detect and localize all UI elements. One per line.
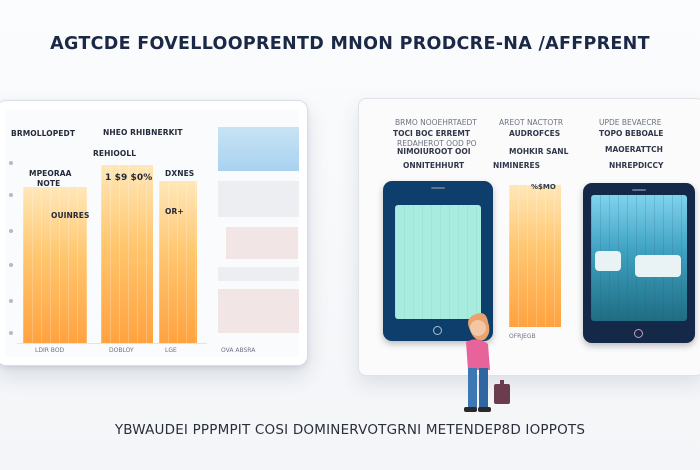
center-bar-value: %$MO bbox=[531, 183, 556, 191]
bottom-cap-3: LGE bbox=[165, 347, 177, 354]
bar1-label-b: NOTE bbox=[37, 179, 61, 188]
bar3-label: DXNES bbox=[165, 169, 195, 178]
content-block bbox=[226, 227, 298, 259]
content-block bbox=[218, 181, 299, 217]
phone-speaker bbox=[431, 187, 445, 189]
left-heading: BRMOLLOPEDT bbox=[11, 129, 76, 138]
right-line: MAOERATTCH bbox=[605, 145, 663, 154]
person-illustration bbox=[464, 313, 510, 412]
chat-bubble bbox=[635, 255, 681, 277]
right-line: BRMO NOOEHRTAEDT bbox=[395, 118, 477, 127]
bar-2 bbox=[101, 165, 153, 343]
bar2-value: 1 $9 $0% bbox=[105, 173, 153, 183]
left-tablet-screen: BRMOLLOPEDT NHEO RHIBNERKIT REHIOOLL MPE… bbox=[5, 109, 299, 357]
bar-3 bbox=[159, 181, 197, 343]
right-line: NIMOIUROOT OOI bbox=[397, 147, 471, 156]
axis-tick bbox=[9, 229, 13, 233]
page-title: AGTCDE FOVELLOOPRENTD MNON PRODCRE-NA /A… bbox=[50, 34, 650, 54]
right-line: MOHKIR SANL bbox=[509, 147, 569, 156]
bottom-cap-1: LDIR BOD bbox=[35, 347, 65, 354]
axis-tick bbox=[9, 161, 13, 165]
right-line: AUDROFCES bbox=[509, 129, 561, 138]
chat-bubble bbox=[595, 251, 621, 271]
content-block bbox=[218, 289, 299, 333]
center-subheading: REHIOOLL bbox=[93, 149, 137, 158]
bar3-sub: OR+ bbox=[165, 207, 184, 216]
center-bar bbox=[509, 185, 561, 327]
bar1-label-c: OUINRES bbox=[51, 211, 90, 220]
bar-1 bbox=[23, 187, 87, 343]
phone-speaker bbox=[632, 189, 646, 191]
axis-tick bbox=[9, 193, 13, 197]
right-line: REDAHEROT OOD PO bbox=[397, 139, 477, 148]
phone-left-screen bbox=[395, 205, 481, 319]
left-tablet: BRMOLLOPEDT NHEO RHIBNERKIT REHIOOLL MPE… bbox=[0, 100, 308, 366]
bar1-label-a: MPEORAA bbox=[29, 169, 72, 178]
content-block bbox=[218, 267, 299, 281]
right-panel: BRMO NOOEHRTAEDT TOCI BOC ERREMT REDAHER… bbox=[358, 98, 700, 376]
phone-right bbox=[583, 183, 695, 343]
side-panel bbox=[218, 127, 299, 353]
bottom-cap-4: OVA ABSRA bbox=[221, 347, 256, 354]
axis-tick bbox=[9, 299, 13, 303]
right-line: NHREPDICCY bbox=[609, 161, 664, 170]
right-line: TOCI BOC ERREMT bbox=[393, 129, 470, 138]
baseline bbox=[17, 343, 207, 344]
side-panel-header bbox=[218, 127, 299, 171]
right-line: ONNITEHHURT bbox=[403, 161, 465, 170]
bottom-cap-2: DOBLOY bbox=[109, 347, 134, 354]
center-heading: NHEO RHIBNERKIT bbox=[103, 128, 183, 137]
axis-tick bbox=[9, 263, 13, 267]
phone-left bbox=[383, 181, 493, 341]
right-line: UPDE BEVAECRE bbox=[599, 118, 662, 127]
right-line: TOPO BEBOALE bbox=[599, 129, 664, 138]
axis-tick bbox=[9, 331, 13, 335]
home-button[interactable] bbox=[433, 326, 442, 335]
home-button[interactable] bbox=[634, 329, 643, 338]
center-bar-caption: OFRJEGB bbox=[509, 333, 536, 340]
right-line: NIMINERES bbox=[493, 161, 541, 170]
right-line: AREOT NACTOTR bbox=[499, 118, 564, 127]
phone-right-screen bbox=[591, 195, 687, 321]
page-caption: YBWAUDEI PPPMPIT COSI DOMINERVOTGRNI MET… bbox=[114, 422, 586, 438]
